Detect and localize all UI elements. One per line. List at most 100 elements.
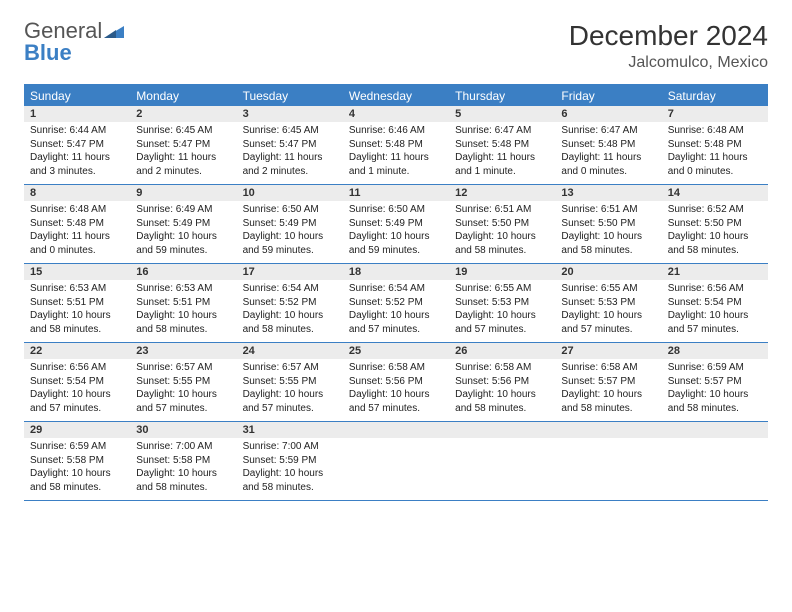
day-details: Sunrise: 6:58 AMSunset: 5:56 PMDaylight:…: [449, 359, 555, 419]
day-details: [343, 438, 449, 444]
day-number: 23: [130, 343, 236, 359]
calendar-day: 23Sunrise: 6:57 AMSunset: 5:55 PMDayligh…: [130, 343, 236, 421]
daylight-line: Daylight: 10 hours and 58 minutes.: [455, 230, 549, 257]
weekday-header: Saturday: [662, 86, 768, 106]
calendar-day: 17Sunrise: 6:54 AMSunset: 5:52 PMDayligh…: [237, 264, 343, 342]
calendar: SundayMondayTuesdayWednesdayThursdayFrid…: [24, 84, 768, 501]
weekday-header: Sunday: [24, 86, 130, 106]
sunset-line: Sunset: 5:50 PM: [561, 217, 655, 231]
sunrise-line: Sunrise: 6:54 AM: [349, 282, 443, 296]
calendar-week: 8Sunrise: 6:48 AMSunset: 5:48 PMDaylight…: [24, 185, 768, 264]
page-subtitle: Jalcomulco, Mexico: [569, 54, 768, 72]
sunrise-line: Sunrise: 6:56 AM: [668, 282, 762, 296]
sunset-line: Sunset: 5:49 PM: [243, 217, 337, 231]
weekday-header-row: SundayMondayTuesdayWednesdayThursdayFrid…: [24, 86, 768, 106]
daylight-line: Daylight: 10 hours and 58 minutes.: [30, 309, 124, 336]
day-details: Sunrise: 6:55 AMSunset: 5:53 PMDaylight:…: [555, 280, 661, 340]
sunset-line: Sunset: 5:59 PM: [243, 454, 337, 468]
day-details: Sunrise: 6:45 AMSunset: 5:47 PMDaylight:…: [130, 122, 236, 182]
title-block: December 2024 Jalcomulco, Mexico: [569, 20, 768, 72]
sunset-line: Sunset: 5:50 PM: [455, 217, 549, 231]
sunset-line: Sunset: 5:51 PM: [30, 296, 124, 310]
sunset-line: Sunset: 5:55 PM: [243, 375, 337, 389]
day-details: Sunrise: 6:52 AMSunset: 5:50 PMDaylight:…: [662, 201, 768, 261]
day-details: Sunrise: 6:56 AMSunset: 5:54 PMDaylight:…: [662, 280, 768, 340]
sunset-line: Sunset: 5:50 PM: [668, 217, 762, 231]
sunrise-line: Sunrise: 6:59 AM: [668, 361, 762, 375]
day-details: Sunrise: 6:54 AMSunset: 5:52 PMDaylight:…: [343, 280, 449, 340]
sunset-line: Sunset: 5:48 PM: [561, 138, 655, 152]
sunset-line: Sunset: 5:47 PM: [243, 138, 337, 152]
sunrise-line: Sunrise: 6:48 AM: [30, 203, 124, 217]
sunset-line: Sunset: 5:58 PM: [30, 454, 124, 468]
daylight-line: Daylight: 11 hours and 0 minutes.: [30, 230, 124, 257]
calendar-week: 29Sunrise: 6:59 AMSunset: 5:58 PMDayligh…: [24, 422, 768, 501]
calendar-day: 4Sunrise: 6:46 AMSunset: 5:48 PMDaylight…: [343, 106, 449, 184]
sunset-line: Sunset: 5:48 PM: [30, 217, 124, 231]
sunrise-line: Sunrise: 6:59 AM: [30, 440, 124, 454]
daylight-line: Daylight: 11 hours and 0 minutes.: [561, 151, 655, 178]
daylight-line: Daylight: 11 hours and 2 minutes.: [243, 151, 337, 178]
sunrise-line: Sunrise: 6:58 AM: [455, 361, 549, 375]
calendar-day: 7Sunrise: 6:48 AMSunset: 5:48 PMDaylight…: [662, 106, 768, 184]
daylight-line: Daylight: 10 hours and 58 minutes.: [136, 467, 230, 494]
sunrise-line: Sunrise: 6:53 AM: [30, 282, 124, 296]
sunset-line: Sunset: 5:55 PM: [136, 375, 230, 389]
sunset-line: Sunset: 5:57 PM: [561, 375, 655, 389]
daylight-line: Daylight: 10 hours and 58 minutes.: [243, 467, 337, 494]
weekday-header: Monday: [130, 86, 236, 106]
day-number: 13: [555, 185, 661, 201]
sunrise-line: Sunrise: 6:57 AM: [243, 361, 337, 375]
day-number: 12: [449, 185, 555, 201]
sunrise-line: Sunrise: 6:52 AM: [668, 203, 762, 217]
day-number: 2: [130, 106, 236, 122]
sunset-line: Sunset: 5:51 PM: [136, 296, 230, 310]
calendar-day: 5Sunrise: 6:47 AMSunset: 5:48 PMDaylight…: [449, 106, 555, 184]
daylight-line: Daylight: 10 hours and 58 minutes.: [243, 309, 337, 336]
page-title: December 2024: [569, 20, 768, 52]
day-number: 19: [449, 264, 555, 280]
daylight-line: Daylight: 10 hours and 58 minutes.: [136, 309, 230, 336]
logo-line2: Blue: [24, 40, 72, 65]
day-details: Sunrise: 7:00 AMSunset: 5:58 PMDaylight:…: [130, 438, 236, 498]
day-number: 15: [24, 264, 130, 280]
day-details: Sunrise: 6:51 AMSunset: 5:50 PMDaylight:…: [449, 201, 555, 261]
day-number: 31: [237, 422, 343, 438]
day-number: 11: [343, 185, 449, 201]
daylight-line: Daylight: 10 hours and 58 minutes.: [668, 230, 762, 257]
sunrise-line: Sunrise: 6:46 AM: [349, 124, 443, 138]
day-number: 26: [449, 343, 555, 359]
calendar-day: 29Sunrise: 6:59 AMSunset: 5:58 PMDayligh…: [24, 422, 130, 500]
calendar-day: 22Sunrise: 6:56 AMSunset: 5:54 PMDayligh…: [24, 343, 130, 421]
day-details: Sunrise: 6:56 AMSunset: 5:54 PMDaylight:…: [24, 359, 130, 419]
calendar-day: 26Sunrise: 6:58 AMSunset: 5:56 PMDayligh…: [449, 343, 555, 421]
day-number: [343, 422, 449, 438]
day-number: 16: [130, 264, 236, 280]
day-number: 5: [449, 106, 555, 122]
sunset-line: Sunset: 5:49 PM: [349, 217, 443, 231]
sunset-line: Sunset: 5:53 PM: [561, 296, 655, 310]
sunrise-line: Sunrise: 6:53 AM: [136, 282, 230, 296]
day-number: 30: [130, 422, 236, 438]
sunrise-line: Sunrise: 6:50 AM: [243, 203, 337, 217]
day-number: 17: [237, 264, 343, 280]
calendar-day: [662, 422, 768, 500]
day-number: 25: [343, 343, 449, 359]
calendar-day: 28Sunrise: 6:59 AMSunset: 5:57 PMDayligh…: [662, 343, 768, 421]
sunset-line: Sunset: 5:49 PM: [136, 217, 230, 231]
daylight-line: Daylight: 10 hours and 58 minutes.: [561, 230, 655, 257]
day-details: Sunrise: 6:53 AMSunset: 5:51 PMDaylight:…: [130, 280, 236, 340]
day-details: Sunrise: 6:53 AMSunset: 5:51 PMDaylight:…: [24, 280, 130, 340]
sunrise-line: Sunrise: 6:48 AM: [668, 124, 762, 138]
day-details: Sunrise: 6:59 AMSunset: 5:57 PMDaylight:…: [662, 359, 768, 419]
calendar-day: 20Sunrise: 6:55 AMSunset: 5:53 PMDayligh…: [555, 264, 661, 342]
sunrise-line: Sunrise: 6:44 AM: [30, 124, 124, 138]
calendar-page: General Blue December 2024 Jalcomulco, M…: [0, 0, 792, 521]
day-number: [662, 422, 768, 438]
calendar-day: 30Sunrise: 7:00 AMSunset: 5:58 PMDayligh…: [130, 422, 236, 500]
day-number: 7: [662, 106, 768, 122]
sunset-line: Sunset: 5:58 PM: [136, 454, 230, 468]
day-number: 8: [24, 185, 130, 201]
header: General Blue December 2024 Jalcomulco, M…: [24, 20, 768, 72]
daylight-line: Daylight: 10 hours and 57 minutes.: [136, 388, 230, 415]
